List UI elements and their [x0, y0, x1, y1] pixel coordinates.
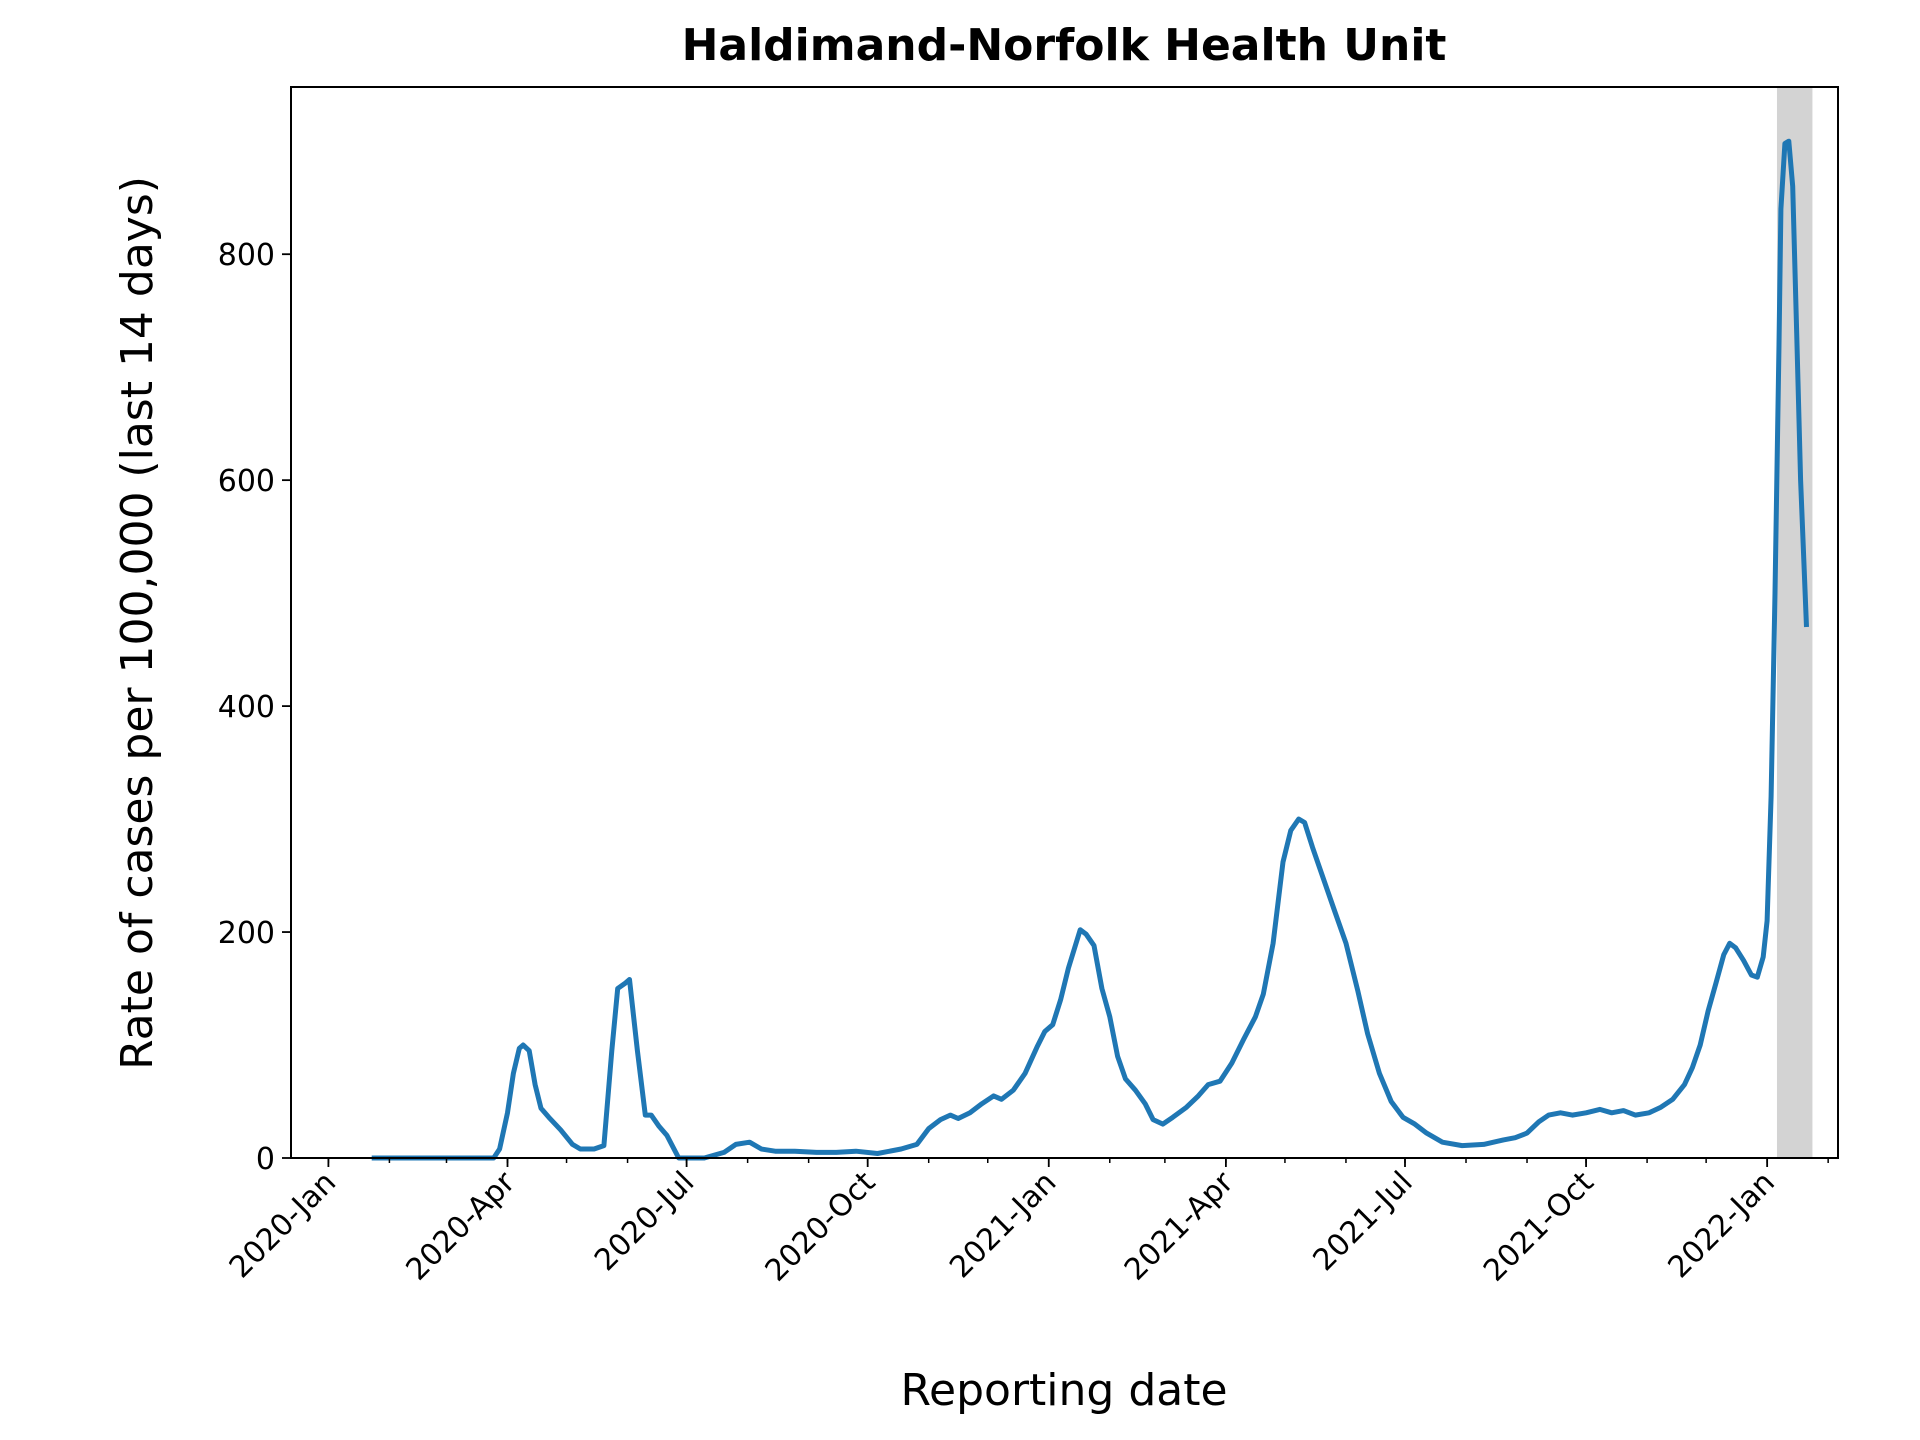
y-tick-label: 0 — [256, 1142, 275, 1177]
y-tick-label: 400 — [218, 690, 275, 725]
plot-area — [371, 87, 1813, 1161]
y-tick-label: 200 — [218, 916, 275, 951]
x-axis-title: Reporting date — [900, 1365, 1227, 1416]
plot-frame — [290, 86, 1839, 1159]
y-tick-label: 800 — [218, 238, 275, 273]
y-axis-title: Rate of cases per 100,000 (last 14 days) — [112, 176, 163, 1070]
series-line-1 — [371, 138, 1809, 1161]
chart-title: Haldimand-Norfolk Health Unit — [682, 20, 1447, 71]
y-tick-label: 600 — [218, 464, 275, 499]
